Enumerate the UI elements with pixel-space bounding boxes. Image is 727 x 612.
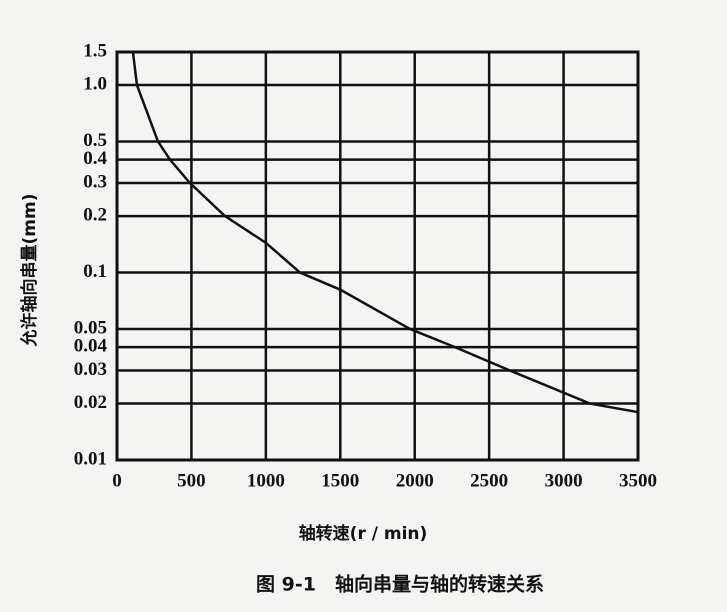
y-tick-label: 0.04: [74, 335, 108, 356]
x-tick-label: 2500: [470, 470, 508, 491]
y-tick-label: 0.4: [83, 148, 107, 169]
x-tick-label: 3500: [619, 470, 657, 491]
data-line: [131, 51, 639, 414]
x-tick-label: 1500: [321, 470, 359, 491]
y-tick-label: 0.03: [74, 359, 107, 380]
y-tick-label: 0.02: [74, 392, 107, 413]
x-tick-label: 0: [112, 470, 122, 491]
y-tick-label: 0.1: [83, 261, 107, 282]
x-tick-label: 1000: [247, 470, 285, 491]
y-tick-label: 0.5: [83, 130, 107, 151]
chart-title: 图 9-1 轴向串量与轴的转速关系: [256, 573, 544, 596]
plot-frame: [115, 50, 640, 462]
x-tick-label: 3000: [545, 470, 583, 491]
y-tick-label: 0.3: [83, 171, 107, 192]
y-tick-label: 1.0: [83, 73, 107, 94]
y-tick-label: 0.01: [74, 448, 107, 469]
x-tick-label: 2000: [396, 470, 434, 491]
x-axis-label: 轴转速(r / min): [299, 523, 428, 544]
y-tick-label: 0.2: [83, 204, 107, 225]
x-tick-label: 500: [177, 470, 206, 491]
y-tick-label: 1.5: [83, 40, 107, 61]
y-axis-label: 允许轴向串量(mm): [19, 194, 40, 348]
y-tick-label: 0.05: [74, 317, 107, 338]
